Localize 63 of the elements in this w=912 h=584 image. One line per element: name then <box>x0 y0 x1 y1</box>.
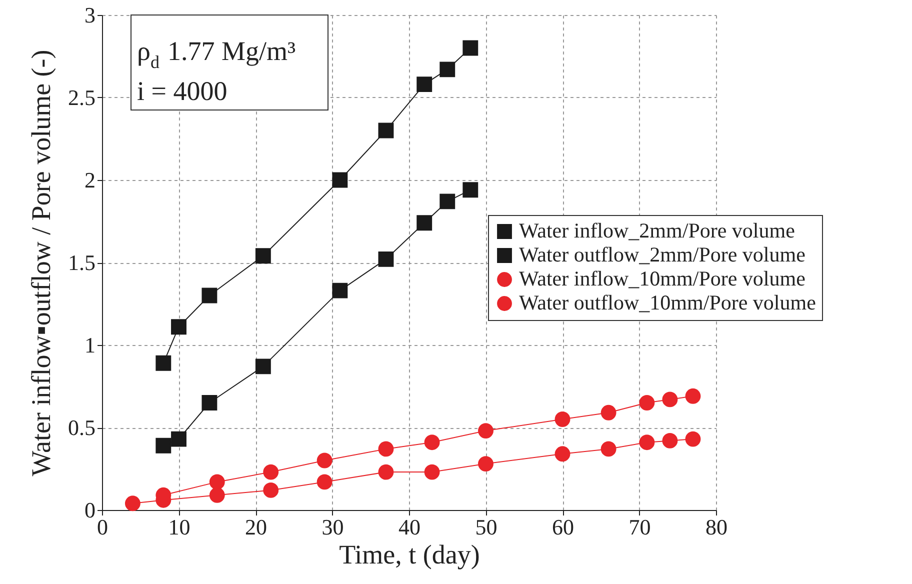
x-tick-label: 10 <box>168 514 190 540</box>
point <box>662 432 678 448</box>
point <box>554 412 570 427</box>
point <box>171 319 186 335</box>
point <box>255 358 271 374</box>
point <box>202 288 218 304</box>
point <box>171 431 186 447</box>
point <box>662 392 678 408</box>
legend-label: Water inflow_10mm/Pore volume <box>519 266 806 290</box>
x-tick-label: 20 <box>245 514 267 540</box>
point <box>424 464 440 480</box>
point <box>124 496 140 512</box>
point <box>316 452 332 468</box>
point <box>440 62 456 78</box>
point <box>639 395 655 410</box>
point <box>462 40 478 56</box>
point <box>440 194 456 210</box>
y-axis-title: Water inflow▪outflow / Pore volume (-) <box>26 50 56 476</box>
x-tick-label: 30 <box>322 514 344 540</box>
y-tick-label: 2.5 <box>68 85 96 110</box>
point <box>156 438 172 454</box>
point <box>416 76 432 92</box>
y-tick-label: 3 <box>84 2 96 28</box>
point <box>378 464 394 480</box>
point <box>209 487 225 503</box>
point <box>378 251 394 267</box>
x-axis-title: Time, t (day) <box>339 540 480 570</box>
x-tick-label: 70 <box>628 514 651 540</box>
point <box>156 355 172 371</box>
legend-label: Water inflow_2mm/Pore volume <box>519 218 795 242</box>
point <box>600 441 616 457</box>
point <box>478 456 494 472</box>
point <box>378 122 394 138</box>
point <box>424 434 440 450</box>
point <box>478 423 494 439</box>
point <box>685 431 701 447</box>
point <box>600 404 616 420</box>
point <box>316 474 332 490</box>
y-tick-label: 2 <box>84 168 96 192</box>
x-tick-label: 40 <box>398 514 420 540</box>
y-tick-label: 1.5 <box>68 250 96 275</box>
annotation: i = 4000 <box>137 76 228 106</box>
point <box>378 441 394 457</box>
legend-label: Water outflow_10mm/Pore volume <box>519 290 816 314</box>
legend-label: Water outflow_2mm/Pore volume <box>519 242 806 266</box>
point <box>263 482 279 498</box>
y-tick-label: 1 <box>84 332 96 358</box>
point <box>416 215 432 231</box>
point <box>332 172 348 188</box>
x-tick-label: 60 <box>552 514 574 540</box>
point <box>263 464 279 480</box>
point <box>685 388 701 404</box>
point <box>202 395 218 410</box>
point <box>255 248 271 264</box>
y-tick-label: 0.5 <box>68 415 96 440</box>
point <box>209 474 225 490</box>
point <box>332 282 348 298</box>
x-tick-label: 80 <box>706 514 728 540</box>
point <box>639 434 655 450</box>
point <box>462 182 478 198</box>
point <box>554 446 570 462</box>
y-tick-label: 0 <box>84 498 96 522</box>
x-tick-label: 50 <box>475 514 498 540</box>
